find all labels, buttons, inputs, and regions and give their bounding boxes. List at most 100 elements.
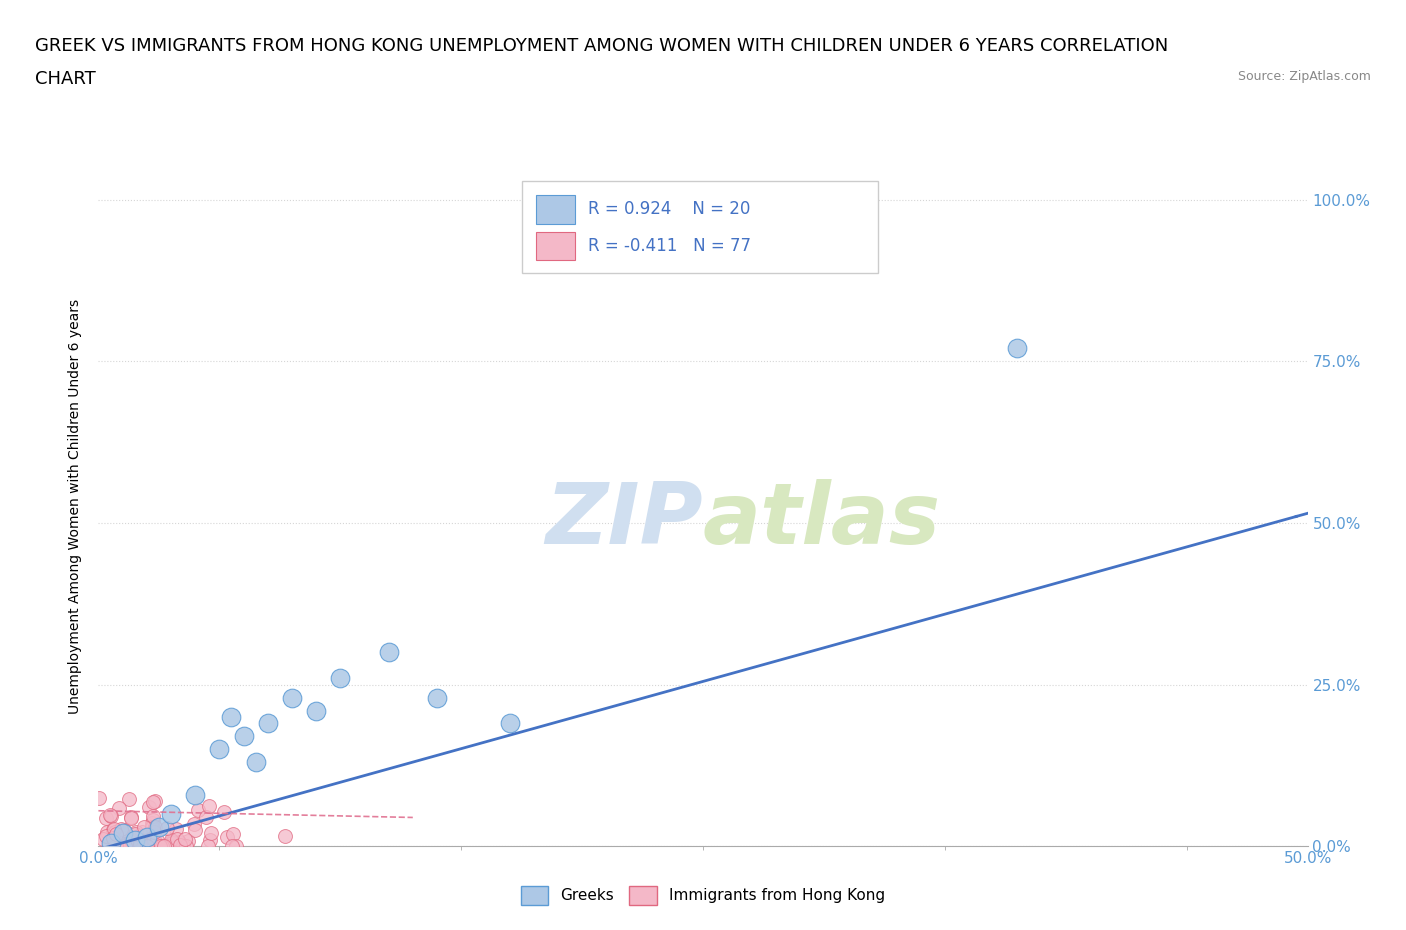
Point: [96, 829, 118, 844]
Text: CHART: CHART: [35, 70, 96, 87]
Point: [166, 834, 188, 849]
Point: [149, 839, 172, 854]
Point: [160, 835, 183, 850]
Point: [114, 839, 136, 854]
FancyBboxPatch shape: [522, 181, 879, 272]
Point: [117, 836, 139, 851]
Point: [131, 824, 153, 839]
Point: [156, 820, 179, 835]
Point: [143, 832, 166, 847]
Point: [122, 836, 145, 851]
Y-axis label: Unemployment Among Women with Children Under 6 years: Unemployment Among Women with Children U…: [69, 299, 83, 714]
Point: [217, 830, 239, 844]
Point: [195, 809, 218, 824]
Point: [108, 801, 131, 816]
Point: [132, 819, 155, 834]
Point: [94, 811, 117, 826]
Point: [146, 832, 169, 847]
Point: [150, 839, 173, 854]
Point: [160, 832, 183, 847]
Point: [225, 839, 247, 854]
Point: [145, 836, 167, 851]
Point: [103, 821, 125, 836]
Point: [101, 830, 124, 845]
Point: [305, 703, 328, 718]
Text: R = 0.924    N = 20: R = 0.924 N = 20: [588, 201, 751, 219]
Point: [174, 839, 197, 854]
Point: [142, 808, 165, 823]
Point: [143, 819, 166, 834]
Point: [232, 729, 254, 744]
Point: [148, 819, 170, 834]
Point: [174, 831, 197, 846]
Point: [160, 836, 183, 851]
Text: Source: ZipAtlas.com: Source: ZipAtlas.com: [1237, 70, 1371, 83]
Point: [136, 839, 159, 854]
Legend: Greeks, Immigrants from Hong Kong: Greeks, Immigrants from Hong Kong: [515, 880, 891, 910]
Point: [426, 690, 449, 705]
Point: [139, 835, 162, 850]
Point: [221, 710, 243, 724]
Point: [183, 817, 205, 831]
Point: [157, 837, 180, 852]
Point: [222, 827, 245, 842]
Point: [125, 825, 148, 840]
Point: [256, 716, 278, 731]
Point: [184, 787, 207, 802]
Point: [120, 809, 142, 824]
Point: [141, 816, 163, 830]
Point: [103, 822, 125, 837]
Point: [498, 716, 520, 731]
Point: [105, 838, 128, 853]
Point: [100, 808, 122, 823]
Point: [112, 823, 135, 838]
Point: [120, 811, 142, 826]
Point: [377, 644, 399, 659]
Bar: [536, 232, 575, 260]
Text: atlas: atlas: [703, 479, 941, 562]
Point: [111, 826, 134, 841]
Bar: [536, 195, 575, 224]
Point: [198, 799, 221, 814]
Point: [135, 830, 157, 844]
Point: [91, 831, 114, 846]
Text: R = -0.411   N = 77: R = -0.411 N = 77: [588, 237, 751, 255]
Point: [169, 837, 191, 852]
Point: [152, 839, 174, 854]
Point: [160, 839, 183, 854]
Text: ZIP: ZIP: [546, 479, 703, 562]
Point: [1007, 341, 1029, 356]
Point: [198, 832, 221, 847]
Point: [274, 829, 297, 844]
Point: [128, 836, 150, 851]
Point: [104, 827, 127, 842]
Point: [98, 807, 121, 822]
Point: [141, 820, 163, 835]
Point: [281, 690, 304, 705]
Point: [120, 832, 142, 847]
Point: [143, 793, 166, 808]
Point: [89, 790, 111, 805]
Point: [100, 836, 122, 851]
Point: [172, 839, 194, 854]
Point: [160, 806, 183, 821]
Point: [176, 834, 198, 849]
Point: [142, 794, 165, 809]
Point: [104, 824, 127, 839]
Point: [184, 822, 207, 837]
Point: [156, 839, 179, 854]
Point: [112, 830, 135, 845]
Point: [165, 821, 187, 836]
Point: [197, 839, 219, 854]
Point: [208, 742, 231, 757]
Point: [200, 826, 222, 841]
Point: [166, 831, 188, 846]
Point: [142, 813, 165, 828]
Point: [245, 755, 267, 770]
Point: [124, 827, 146, 842]
Point: [212, 804, 235, 819]
Point: [117, 791, 139, 806]
Point: [221, 839, 243, 854]
Point: [96, 825, 118, 840]
Point: [110, 821, 132, 836]
